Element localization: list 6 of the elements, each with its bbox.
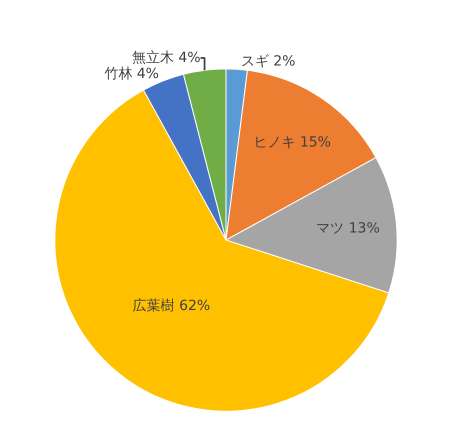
- slice-label: マツ 13%: [316, 220, 380, 237]
- slice-label: 無立木 4%: [132, 50, 201, 66]
- slice-label: 広葉樹 62%: [132, 298, 210, 314]
- slice-label: ヒノキ 15%: [253, 134, 331, 151]
- slice-label: 竹林 4%: [104, 66, 159, 82]
- slice-label: スギ 2%: [240, 53, 296, 70]
